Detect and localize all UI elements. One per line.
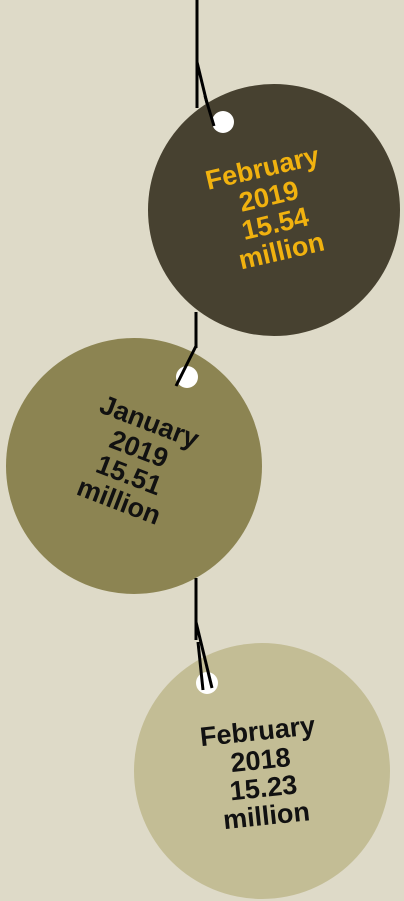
string-hook-1c — [203, 95, 216, 127]
string-hook-3b — [196, 641, 205, 691]
tag-disc-1 — [148, 84, 400, 336]
tag-disc-2 — [6, 338, 262, 594]
tag-hole-2 — [176, 366, 198, 388]
tag-3-unit: million — [221, 796, 312, 836]
tag-label-3: February 2018 15.23 million — [163, 675, 361, 873]
string-hook-3 — [194, 621, 214, 689]
tag-hole-1 — [212, 111, 234, 133]
string-hook-2 — [174, 345, 198, 387]
tag-disc-3 — [134, 643, 390, 899]
